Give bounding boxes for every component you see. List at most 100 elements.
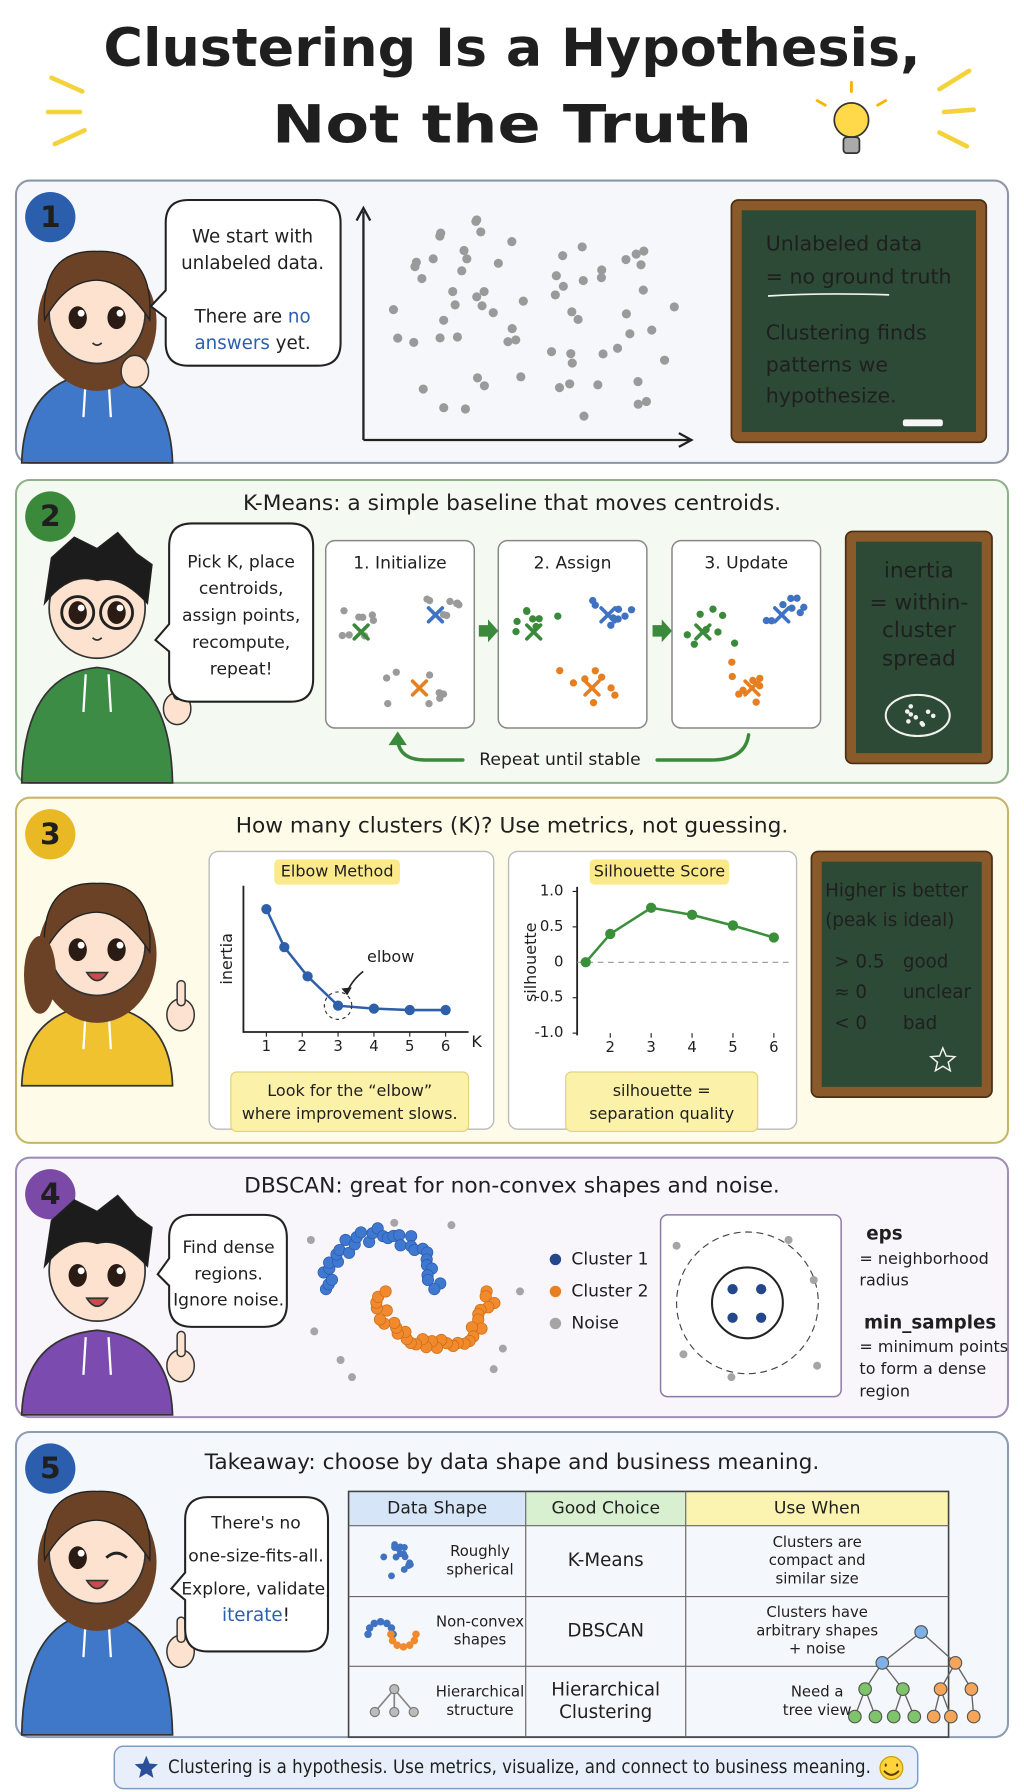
label: Unlabeled data [766,232,922,256]
note-box [230,1071,470,1132]
step-number: 2 [40,499,61,534]
eye [68,306,87,330]
unlabeled-point [472,292,482,302]
unlabeled-point [638,285,648,295]
chart-note: silhouette = [613,1081,711,1100]
data-point [686,909,698,920]
y-tick-label: 0.5 [540,917,564,935]
unlabeled-point [566,349,576,359]
noise-point [727,1373,736,1382]
unlabeled-point [477,301,487,311]
glasses [60,595,96,630]
cluster-point [513,617,521,626]
unlabeled-point [647,325,657,335]
table-cell: spherical [446,1560,513,1578]
unlabeled-point [596,273,606,283]
board [741,210,976,432]
eye-shine [77,1549,85,1557]
icon-dot [410,1636,419,1645]
centroid [694,623,712,641]
cluster-point [788,604,796,612]
table-cell: + noise [789,1640,846,1658]
cluster-point [556,666,564,675]
unlabeled-point [551,271,561,281]
param-desc: = minimum points [859,1337,1008,1356]
chalk-dot [908,704,914,709]
noise-point [390,1218,399,1227]
footer-box [113,1745,919,1790]
unlabeled-point [439,315,449,325]
board [821,861,982,1087]
unlabeled-point [597,265,607,275]
data-point [440,1004,451,1016]
cluster-point [749,676,757,685]
unlabeled-point [612,343,623,353]
sparkle [49,75,85,94]
noise-point [489,1365,498,1374]
centroid [773,606,791,624]
sparkle [937,130,970,149]
tree-node [875,1655,890,1670]
cluster-point [439,610,448,619]
icon-node [408,1706,419,1718]
table-cell: Non-convex [436,1612,524,1630]
label: We start with [192,227,313,248]
section-heading: Takeaway: choose by data shape and busin… [204,1450,820,1475]
sparkle [941,107,976,115]
y-tick-label: -0.5 [534,988,563,1006]
hair [43,250,151,323]
hair [43,1490,151,1563]
tree-node [966,1709,981,1724]
cluster-point [735,690,743,698]
table-header: Use When [774,1499,861,1519]
flow-arrow [652,619,672,643]
chart-note: separation quality [589,1104,734,1123]
tree-node [964,1682,979,1696]
param-name: eps [866,1223,902,1244]
icon-dot [401,1553,409,1561]
label: ≈ 0 [834,982,867,1003]
icon-dot [406,1561,414,1569]
cluster2-point [379,1285,392,1298]
rich-text: iterate! [222,1605,290,1626]
unlabeled-point [472,215,482,225]
unlabeled-point [641,396,651,407]
unlabeled-point [578,276,588,286]
unlabeled-point [598,349,608,359]
tree-node [933,1682,948,1696]
step-badge [25,809,76,860]
param-desc: = neighborhood [859,1249,988,1268]
title: Not the Truth [272,95,752,156]
table-cell: similar size [776,1569,859,1587]
label: 3. Update [704,553,788,573]
cluster-point [425,596,434,605]
noise-point [447,1221,456,1230]
table-cell: arbitrary shapes [756,1621,878,1639]
cluster-point [627,606,636,614]
unlabeled-point [409,337,419,347]
table-cell: structure [446,1701,513,1719]
hair [43,531,153,606]
chalk-dot [913,715,919,720]
text-run: ! [283,1605,290,1626]
noise-point [516,1287,524,1296]
unlabeled-point [518,296,528,306]
icon-node [389,1706,400,1718]
table-cell: compact and [769,1551,866,1569]
y-axis-label: silhouette [521,923,540,1003]
data-point [580,957,591,968]
cluster-point [340,607,348,615]
tree-node [907,1709,922,1724]
x-tick-label: 3 [333,1037,342,1055]
table-cell: Clusters have [766,1603,868,1621]
eye-shine [116,1267,124,1275]
y-tick-label: -1.0 [534,1023,563,1041]
text-run: There are [193,307,282,328]
x-tick-label: 5 [728,1038,737,1056]
centroid [525,623,543,641]
series-line [584,906,775,964]
y-axis-label: inertia [217,933,236,985]
bulb-ray [876,99,888,107]
table-cell: Hierarchical [436,1683,524,1701]
unlabeled-point [393,333,403,343]
